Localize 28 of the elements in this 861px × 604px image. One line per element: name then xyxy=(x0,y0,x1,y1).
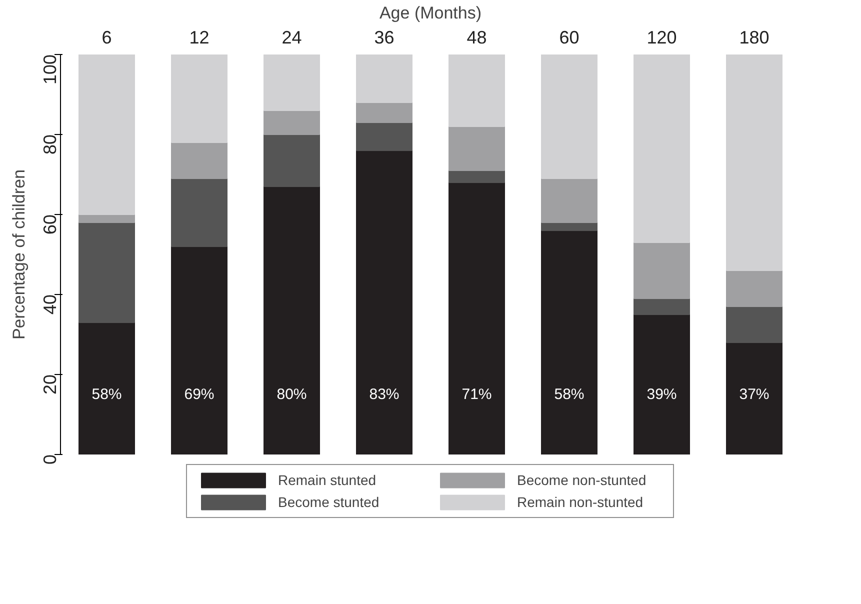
annotation: 80% xyxy=(276,386,307,403)
y-tick-label: 100 xyxy=(40,54,60,85)
annotation: 37% xyxy=(739,386,770,403)
x-tick-label: 24 xyxy=(282,28,302,48)
y-tick-label: 20 xyxy=(40,374,60,395)
annotation: 58% xyxy=(92,386,122,403)
y-tick-label: 60 xyxy=(40,214,60,235)
x-tick-label: 36 xyxy=(374,28,394,48)
y-tick-label: 80 xyxy=(40,134,60,155)
y-axis-title: Percentage of children xyxy=(10,169,28,340)
y-tick-label: 40 xyxy=(40,294,60,315)
x-tick-label: 12 xyxy=(189,28,210,48)
annotation: 83% xyxy=(369,386,400,403)
x-tick-label: 120 xyxy=(646,28,677,48)
legend-label: Become non-stunted xyxy=(517,472,648,488)
legend-label: Become stunted xyxy=(278,494,380,510)
annotation: 69% xyxy=(184,386,214,403)
x-tick-label: 180 xyxy=(739,28,770,48)
annotation: 58% xyxy=(554,386,584,403)
y-tick-label: 0 xyxy=(40,454,60,465)
legend-label: Remain non-stunted xyxy=(517,494,644,510)
x-axis-title: Age (Months) xyxy=(379,4,482,22)
x-tick-label: 48 xyxy=(466,28,487,48)
annotation: 71% xyxy=(462,386,492,403)
x-tick-label: 6 xyxy=(102,28,112,48)
x-tick-label: 60 xyxy=(559,28,580,48)
annotation: 39% xyxy=(646,386,677,403)
legend-label: Remain stunted xyxy=(278,472,378,488)
